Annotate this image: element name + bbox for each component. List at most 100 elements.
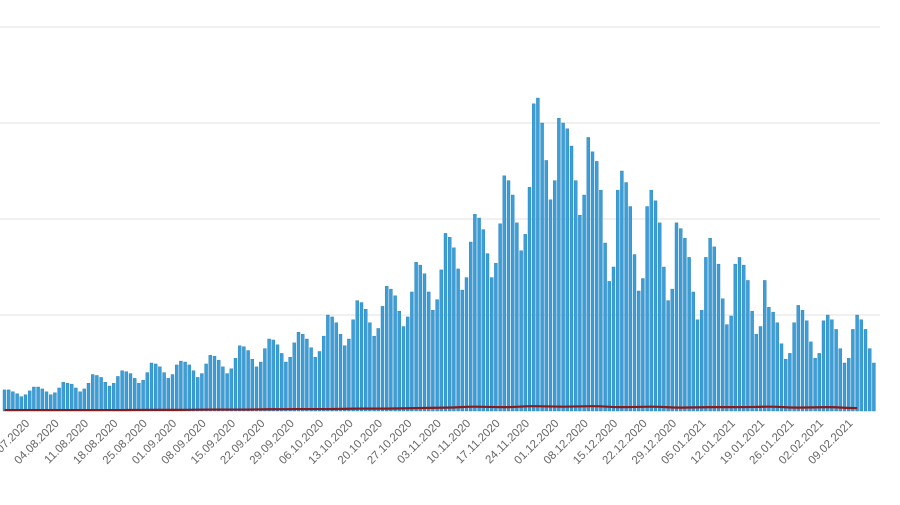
bar	[691, 291, 695, 412]
bar	[263, 348, 267, 412]
bar	[2, 389, 7, 412]
bar	[364, 309, 368, 412]
bar	[221, 366, 225, 412]
bar	[452, 247, 456, 412]
bar	[779, 343, 784, 412]
bar	[477, 217, 481, 412]
bar	[326, 314, 330, 412]
bar	[494, 262, 498, 412]
bar	[599, 189, 603, 412]
bar	[800, 310, 805, 412]
bar	[313, 357, 317, 412]
bar	[481, 229, 485, 412]
bar	[473, 213, 477, 412]
bar	[586, 137, 590, 412]
bar	[237, 345, 242, 412]
bar	[733, 263, 737, 412]
bar	[595, 161, 599, 412]
bar	[700, 310, 704, 412]
bar	[179, 360, 183, 412]
bar	[826, 314, 830, 412]
bar	[166, 378, 171, 412]
bar	[842, 362, 847, 412]
bar	[527, 187, 532, 412]
bar	[490, 277, 494, 412]
x-axis-tick-labels: 28.07.202004.08.202011.08.202018.08.2020…	[0, 418, 856, 467]
bar	[259, 361, 263, 412]
bar	[506, 180, 511, 412]
bar	[435, 299, 439, 412]
bar	[427, 291, 431, 412]
bar	[153, 363, 158, 412]
bar	[158, 366, 162, 412]
bar	[809, 341, 813, 412]
bar	[174, 364, 179, 412]
bar	[267, 338, 271, 412]
bar	[212, 356, 217, 412]
bar	[296, 332, 301, 412]
bar	[195, 377, 200, 412]
bar-series	[2, 97, 876, 412]
bar	[742, 264, 746, 412]
bar	[632, 254, 637, 412]
bar	[355, 300, 359, 412]
bar	[120, 370, 124, 412]
bar	[246, 350, 250, 412]
line-series	[4, 405, 858, 412]
bar	[271, 339, 275, 412]
bar	[712, 246, 716, 412]
bar	[523, 234, 527, 412]
bar	[590, 151, 595, 412]
bar	[611, 266, 616, 412]
bar	[817, 353, 821, 412]
bar	[128, 373, 133, 412]
bar	[863, 329, 868, 412]
bar	[334, 322, 338, 412]
bar	[343, 345, 347, 412]
bar	[359, 302, 364, 412]
bar	[57, 387, 61, 412]
bar	[372, 335, 376, 412]
bar	[544, 160, 548, 412]
bar	[69, 383, 74, 412]
bar	[422, 273, 427, 412]
bar	[32, 386, 36, 412]
bar	[721, 298, 725, 412]
bar	[107, 385, 112, 412]
bar	[317, 351, 322, 412]
bar	[254, 366, 259, 412]
bar	[813, 358, 817, 412]
bar	[578, 214, 582, 412]
bar	[502, 175, 506, 412]
bar	[23, 394, 28, 412]
bar	[376, 328, 380, 412]
bar	[191, 370, 196, 412]
bar	[750, 310, 754, 412]
bar	[397, 310, 401, 412]
bar	[439, 269, 443, 412]
bar	[763, 280, 767, 412]
bar	[805, 320, 809, 412]
bar	[758, 326, 763, 412]
bar	[322, 335, 326, 412]
bar	[204, 363, 208, 412]
bar	[637, 290, 641, 412]
bar	[86, 382, 91, 412]
bar	[649, 189, 653, 412]
bar	[393, 295, 397, 412]
bar	[519, 250, 523, 412]
bar	[679, 228, 683, 412]
bar	[44, 391, 49, 412]
bar	[250, 358, 255, 412]
bar	[792, 322, 796, 412]
bar	[645, 206, 649, 412]
bar	[132, 378, 137, 412]
bar	[95, 375, 99, 412]
bar	[124, 371, 129, 412]
bar	[771, 311, 775, 412]
bar	[662, 266, 666, 412]
bar	[53, 392, 57, 412]
bar	[78, 391, 82, 412]
bar	[653, 200, 658, 412]
